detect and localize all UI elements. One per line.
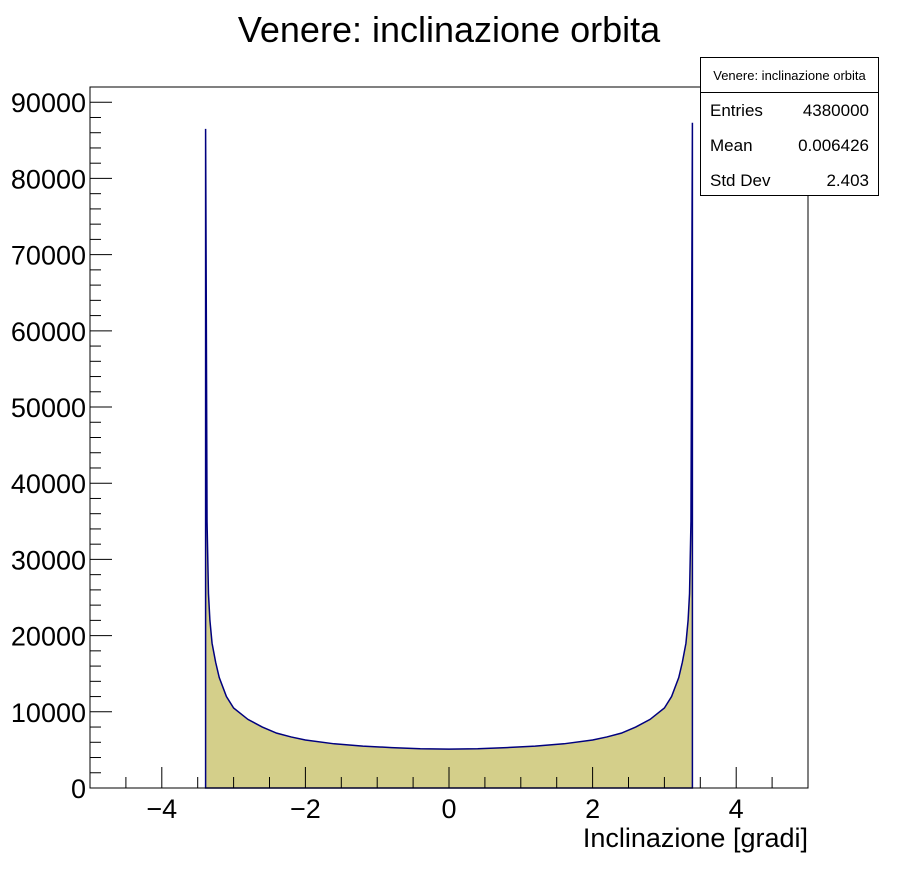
stats-label: Std Dev: [710, 170, 771, 190]
stats-box: Venere: inclinazione orbita Entries 4380…: [700, 57, 879, 196]
stats-value: 4380000: [802, 100, 869, 120]
stats-value: 0.006426: [798, 135, 869, 155]
x-tick-label: −4: [146, 794, 177, 824]
x-axis-title: Inclinazione [gradi]: [583, 823, 808, 853]
y-tick-label: 50000: [11, 393, 86, 423]
y-tick-label: 10000: [11, 698, 86, 728]
stats-row-entries: Entries 4380000: [701, 93, 878, 128]
x-tick-label: 2: [585, 794, 600, 824]
y-tick-label: 60000: [11, 317, 86, 347]
x-tick-label: 4: [729, 794, 744, 824]
y-tick-label: 40000: [11, 469, 86, 499]
y-tick-label: 80000: [11, 164, 86, 194]
x-tick-label: 0: [441, 794, 456, 824]
stats-title: Venere: inclinazione orbita: [701, 58, 878, 93]
stats-row-stddev: Std Dev 2.403: [701, 163, 878, 198]
x-tick-label: −2: [290, 794, 321, 824]
stats-value: 2.403: [826, 170, 869, 190]
histogram-bars: [204, 122, 694, 789]
y-tick-label: 70000: [11, 241, 86, 271]
stats-label: Mean: [710, 135, 753, 155]
stats-row-mean: Mean 0.006426: [701, 128, 878, 163]
y-tick-label: 90000: [11, 88, 86, 118]
y-tick-label: 0: [71, 774, 86, 804]
y-tick-label: 30000: [11, 545, 86, 575]
y-tick-label: 20000: [11, 622, 86, 652]
plot-area: 0 10000 20000 30000 40000 50000 60000 70000 8000…: [11, 86, 809, 824]
stats-label: Entries: [710, 100, 763, 120]
chart-title: Venere: inclinazione orbita: [238, 9, 661, 50]
